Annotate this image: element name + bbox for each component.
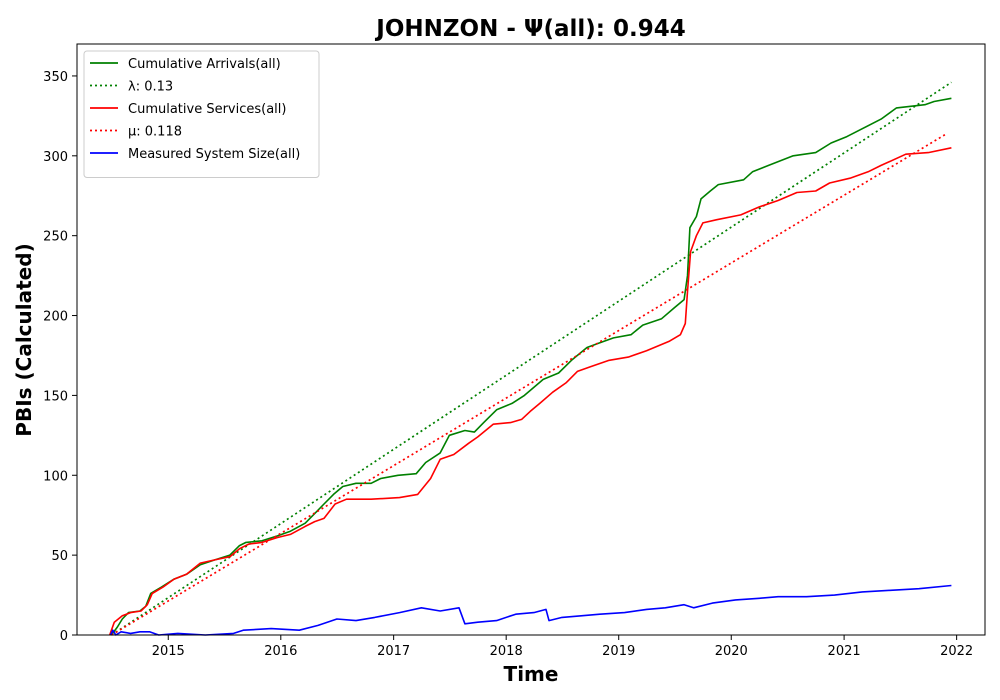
y-tick-label: 50 [51,549,68,564]
series-line-4 [109,584,952,636]
chart-title: JOHNZON - Ψ(all): 0.944 [374,16,685,42]
y-tick-label: 350 [43,70,68,85]
legend-label-0: Cumulative Arrivals(all) [128,57,281,72]
plot-frame [76,43,986,636]
y-tick-label: 250 [43,230,68,245]
y-tick-label: 200 [43,310,68,325]
x-tick-label: 2020 [715,644,748,659]
legend-label-3: μ: 0.118 [128,125,182,140]
legend: Cumulative Arrivals(all) λ: 0.13 Cumulativ… [83,50,320,178]
x-tick-label: 2015 [152,644,185,659]
x-tick-label: 2017 [377,644,410,659]
legend-label-2: Cumulative Services(all) [128,102,286,117]
series-line-2 [108,147,952,636]
x-tick-label: 2018 [490,644,523,659]
x-axis-title: Time [504,662,559,686]
x-tick-label: 2022 [940,644,973,659]
y-tick-label: 0 [60,629,68,644]
y-tick-label: 150 [43,389,68,404]
x-tick-label: 2016 [264,644,297,659]
legend-box [83,50,320,178]
legend-label-4: Measured System Size(all) [128,147,300,162]
x-tick-label: 2019 [602,644,635,659]
y-tick-label: 100 [43,469,68,484]
axes: 2015 2016 2017 2018 2019 2020 2021 2022 0 50 100 15… [43,70,973,659]
y-axis-title: PBIs (Calculated) [12,243,36,436]
x-tick-label: 2021 [828,644,861,659]
legend-label-1: λ: 0.13 [128,80,173,95]
plot-area [108,81,952,636]
y-tick-label: 300 [43,150,68,165]
